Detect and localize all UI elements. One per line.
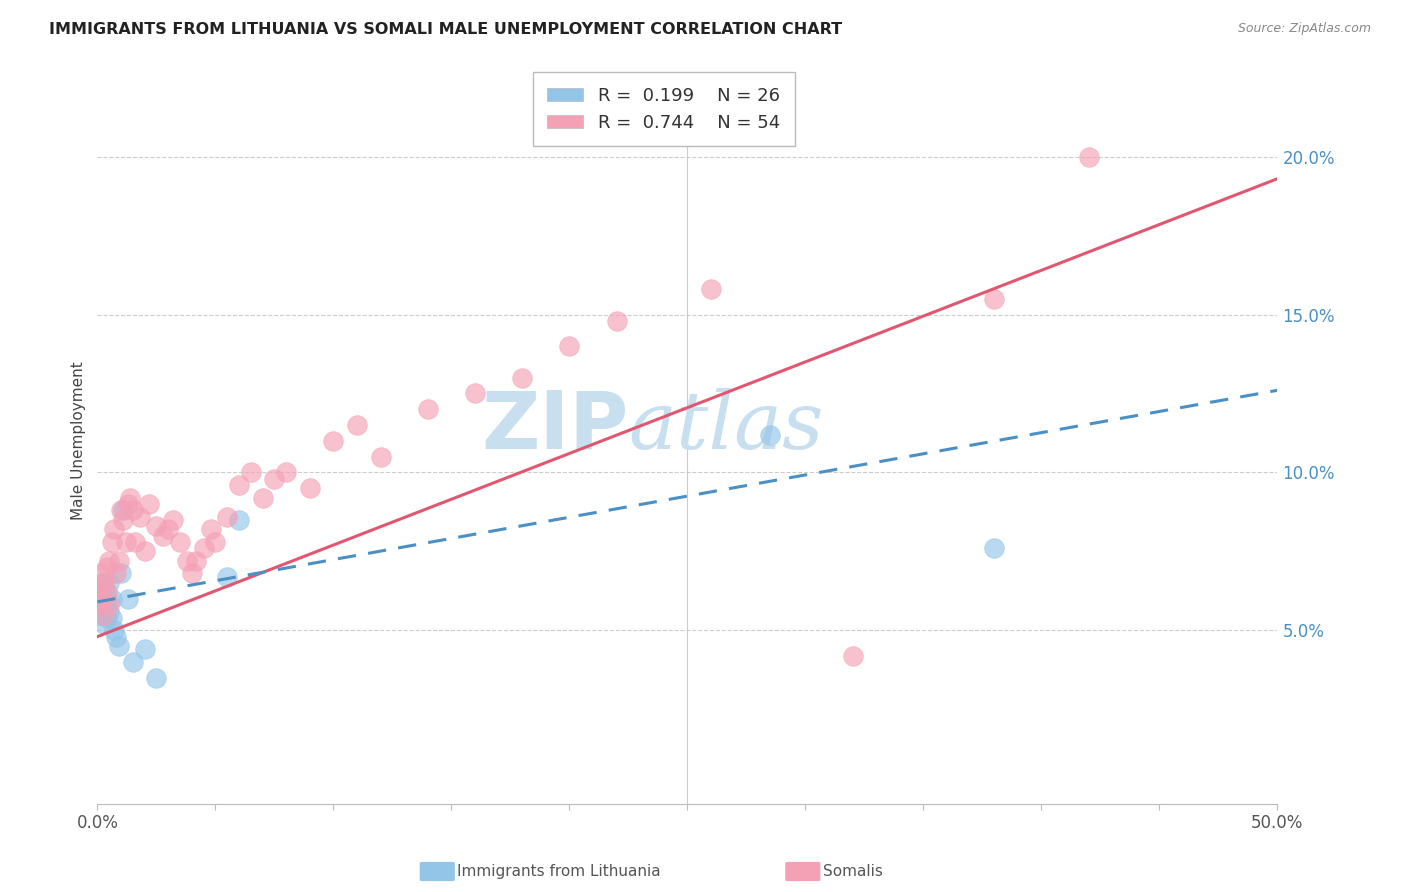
Point [103, 624, 125, 638]
Point [98, 598, 121, 612]
Point [228, 478, 250, 492]
Point [89, 598, 111, 612]
Point [103, 522, 125, 536]
Point [983, 541, 1005, 556]
Point [606, 314, 628, 328]
Point [112, 503, 135, 517]
Point [134, 642, 156, 657]
Point [107, 554, 129, 568]
Point [186, 554, 208, 568]
Point [100, 534, 122, 549]
Point [510, 370, 533, 384]
Point [370, 450, 392, 464]
Point [112, 513, 135, 527]
Point [93, 576, 115, 591]
Point [121, 503, 143, 517]
Text: Somalis: Somalis [823, 864, 883, 879]
Point [200, 522, 222, 536]
Point [91, 591, 114, 606]
Point [91, 566, 114, 581]
Point [239, 466, 262, 480]
Point [217, 569, 239, 583]
Point [759, 427, 782, 442]
Point [89, 591, 111, 606]
Point [100, 610, 122, 624]
Point [89, 607, 111, 622]
Point [180, 566, 202, 581]
Point [120, 491, 142, 505]
Point [117, 497, 139, 511]
Text: ZIP: ZIP [481, 387, 628, 466]
Point [416, 402, 439, 417]
Point [96, 560, 118, 574]
Point [93, 598, 115, 612]
Point [176, 554, 198, 568]
Point [93, 607, 115, 622]
Point [134, 544, 156, 558]
Point [204, 534, 226, 549]
Point [105, 630, 128, 644]
Point [193, 541, 215, 556]
Point [346, 418, 368, 433]
Point [1077, 150, 1099, 164]
Point [91, 576, 114, 591]
Point [145, 671, 167, 685]
Point [217, 509, 239, 524]
Point [138, 497, 160, 511]
Point [89, 582, 111, 597]
Point [96, 610, 118, 624]
Point [117, 591, 139, 606]
Point [157, 522, 180, 536]
Point [93, 582, 115, 597]
Point [96, 591, 118, 606]
Point [322, 434, 344, 448]
Point [464, 386, 486, 401]
Point [263, 472, 285, 486]
Text: IMMIGRANTS FROM LITHUANIA VS SOMALI MALE UNEMPLOYMENT CORRELATION CHART: IMMIGRANTS FROM LITHUANIA VS SOMALI MALE… [49, 22, 842, 37]
Point [96, 585, 118, 599]
Point [121, 655, 143, 669]
Point [252, 491, 274, 505]
Text: Source: ZipAtlas.com: Source: ZipAtlas.com [1237, 22, 1371, 36]
Point [100, 591, 122, 606]
Point [558, 339, 581, 353]
Point [98, 604, 121, 618]
Y-axis label: Male Unemployment: Male Unemployment [72, 361, 86, 520]
Point [98, 576, 121, 591]
Point [700, 282, 723, 296]
Point [128, 509, 150, 524]
Point [276, 466, 298, 480]
Legend: R =  0.199    N = 26, R =  0.744    N = 54: R = 0.199 N = 26, R = 0.744 N = 54 [533, 72, 794, 146]
Point [145, 519, 167, 533]
Point [162, 513, 184, 527]
Point [124, 534, 146, 549]
Text: atlas: atlas [628, 387, 824, 465]
Point [105, 566, 128, 581]
Point [114, 534, 136, 549]
Point [91, 591, 114, 606]
Point [228, 513, 250, 527]
Point [93, 617, 115, 632]
Point [98, 554, 121, 568]
Point [841, 648, 863, 663]
Point [152, 528, 174, 542]
Point [298, 481, 321, 495]
Text: Immigrants from Lithuania: Immigrants from Lithuania [457, 864, 661, 879]
Point [110, 566, 132, 581]
Point [110, 503, 132, 517]
Point [169, 534, 191, 549]
Point [983, 292, 1005, 306]
Point [107, 639, 129, 653]
